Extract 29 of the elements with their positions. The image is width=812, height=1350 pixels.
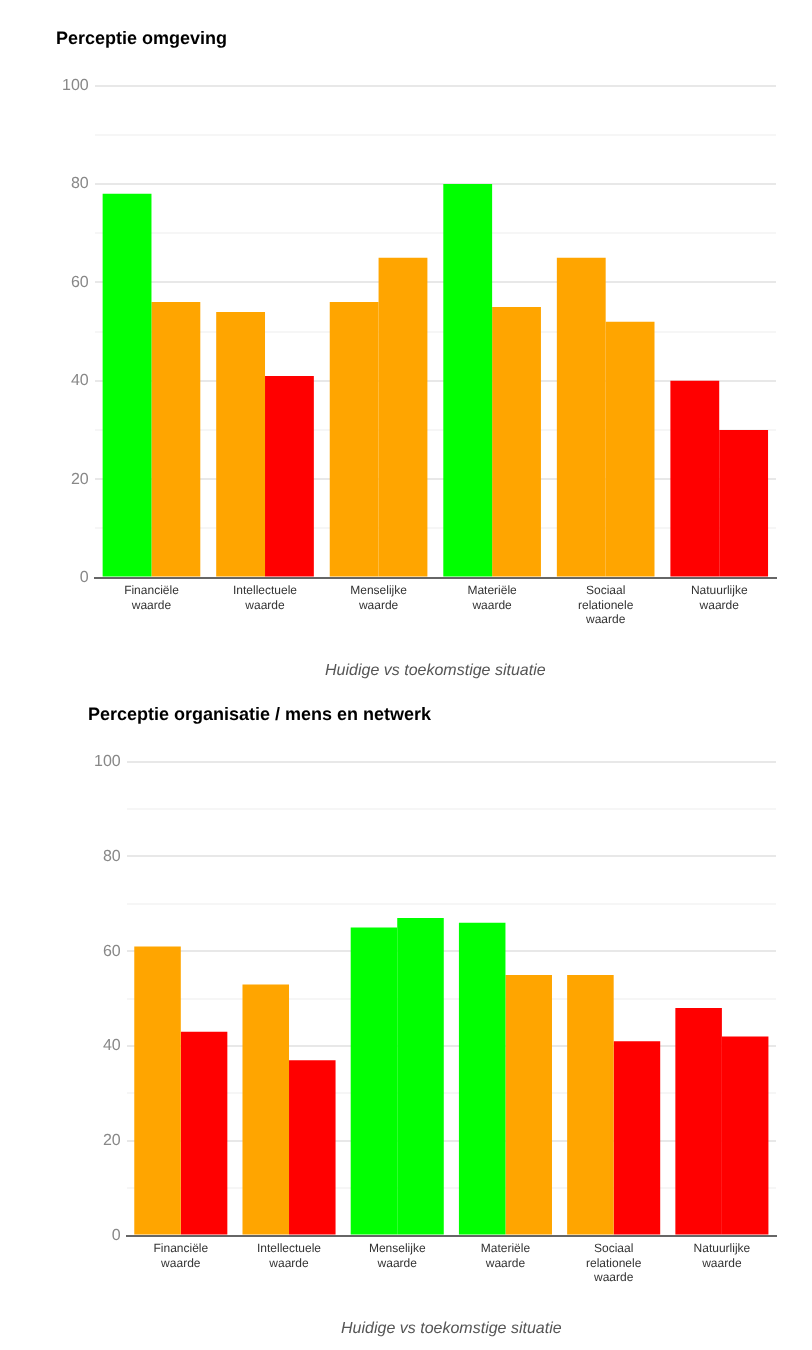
bar (265, 375, 314, 577)
y-tick-label: 80 (102, 846, 122, 865)
bar (492, 307, 541, 577)
y-tick-label: 20 (70, 469, 90, 488)
bar (458, 922, 506, 1235)
y-tick-label: 80 (70, 174, 90, 193)
x-axis-title: Huidige vs toekomstige situatie (341, 1318, 563, 1337)
y-tick-label: 0 (111, 1226, 122, 1245)
chart-title: Perceptie organisatie / mens en netwerk (88, 703, 434, 724)
bar (567, 974, 614, 1235)
bar (289, 1060, 336, 1235)
y-tick-label: 60 (70, 272, 90, 291)
bar (613, 1041, 661, 1235)
y-tick-label: 40 (70, 371, 90, 390)
y-tick-label: 40 (102, 1036, 122, 1055)
y-tick-label: 100 (93, 752, 122, 771)
bar (134, 946, 181, 1235)
y-tick-label: 60 (102, 941, 122, 960)
bar (242, 984, 290, 1235)
bar (180, 1031, 228, 1235)
bar (443, 184, 493, 577)
y-tick-label: 20 (102, 1131, 122, 1150)
bar (216, 311, 266, 577)
bar (151, 302, 201, 577)
bar (102, 193, 152, 577)
y-tick-label: 100 (61, 76, 90, 95)
chart-title: Perceptie omgeving (56, 27, 228, 48)
y-tick-label: 0 (79, 568, 90, 587)
x-axis-title: Huidige vs toekomstige situatie (325, 660, 547, 679)
